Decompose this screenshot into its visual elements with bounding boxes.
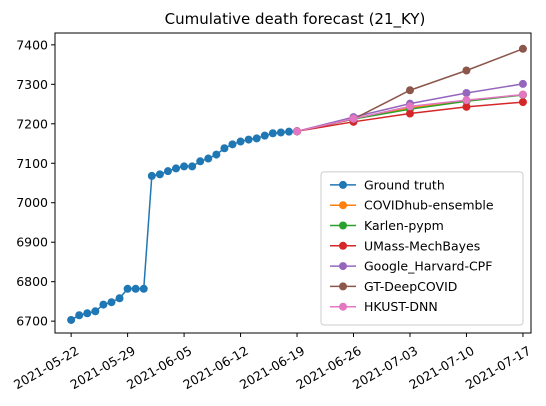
y-tick-label: 7100 xyxy=(16,156,48,171)
data-point xyxy=(115,294,124,303)
legend-marker xyxy=(339,221,347,230)
data-point xyxy=(196,157,205,166)
data-point xyxy=(260,131,269,140)
data-point xyxy=(405,102,414,111)
data-point xyxy=(518,44,527,53)
y-tick-label: 7200 xyxy=(16,116,48,131)
legend-marker xyxy=(339,241,347,250)
data-point xyxy=(204,154,213,163)
legend-item: Ground truth xyxy=(330,177,445,192)
legend-label: HKUST-DNN xyxy=(364,299,438,314)
data-point xyxy=(83,309,92,318)
data-point xyxy=(212,150,221,159)
data-point xyxy=(236,137,245,146)
legend-marker xyxy=(339,201,347,210)
legend-item: Karlen-pypm xyxy=(330,218,444,233)
data-point xyxy=(188,162,197,171)
y-tick-label: 7300 xyxy=(16,77,48,92)
series-line xyxy=(70,130,298,321)
legend-label: Ground truth xyxy=(364,177,445,192)
data-point xyxy=(518,98,527,107)
legend-marker xyxy=(339,282,347,291)
legend-item: COVIDhub-ensemble xyxy=(330,198,494,213)
data-point xyxy=(268,129,277,138)
data-point xyxy=(147,171,156,180)
legend-item: GT-DeepCOVID xyxy=(330,279,457,294)
data-point xyxy=(518,79,527,88)
legend-label: Karlen-pypm xyxy=(364,218,444,233)
y-tick-label: 6700 xyxy=(16,314,48,329)
data-point xyxy=(518,90,527,99)
data-point xyxy=(91,307,100,316)
legend-label: Google_Harvard-CPF xyxy=(364,259,492,274)
data-point xyxy=(139,284,148,293)
data-point xyxy=(462,89,471,97)
y-tick-label: 7000 xyxy=(16,195,48,210)
data-point xyxy=(349,114,358,123)
y-tick-label: 6900 xyxy=(16,235,48,250)
data-point xyxy=(67,315,76,324)
legend-label: GT-DeepCOVID xyxy=(364,279,457,294)
data-point xyxy=(163,167,172,176)
data-point xyxy=(462,96,471,105)
chart-title: Cumulative death forecast (21_KY) xyxy=(165,10,426,29)
series-gt-deepcovid xyxy=(293,44,527,136)
data-point xyxy=(99,300,108,309)
legend-item: UMass-MechBayes xyxy=(330,238,480,253)
data-point xyxy=(405,86,414,95)
data-point xyxy=(155,170,164,179)
data-point xyxy=(244,135,253,144)
data-point xyxy=(75,311,84,320)
data-point xyxy=(228,140,237,149)
legend-marker xyxy=(339,262,347,271)
data-point xyxy=(220,144,229,153)
plot-frame xyxy=(54,32,532,334)
y-tick-label: 6800 xyxy=(16,274,48,289)
data-point xyxy=(462,66,471,75)
data-point xyxy=(276,128,285,137)
data-point xyxy=(180,162,189,171)
legend-marker xyxy=(339,302,347,311)
series-ground-truth xyxy=(67,127,302,324)
data-point xyxy=(123,284,132,293)
y-tick-label: 7400 xyxy=(16,37,48,52)
data-point xyxy=(462,102,471,111)
series-hkust-dnn xyxy=(293,90,527,136)
data-point xyxy=(252,134,261,143)
legend-label: UMass-MechBayes xyxy=(364,238,480,253)
data-point xyxy=(405,109,414,118)
data-point xyxy=(131,284,140,293)
legend: Ground truth COVIDhub-ensemble Karlen-pypm… xyxy=(320,171,524,326)
data-point xyxy=(284,127,293,136)
data-point xyxy=(172,164,181,173)
data-point xyxy=(107,298,116,307)
series-group xyxy=(67,44,527,324)
legend-label: COVIDhub-ensemble xyxy=(364,198,494,213)
legend-box xyxy=(320,171,524,326)
legend-marker xyxy=(339,180,347,189)
legend-item: HKUST-DNN xyxy=(330,299,438,314)
legend-item: Google_Harvard-CPF xyxy=(330,259,492,274)
data-point xyxy=(293,127,302,136)
